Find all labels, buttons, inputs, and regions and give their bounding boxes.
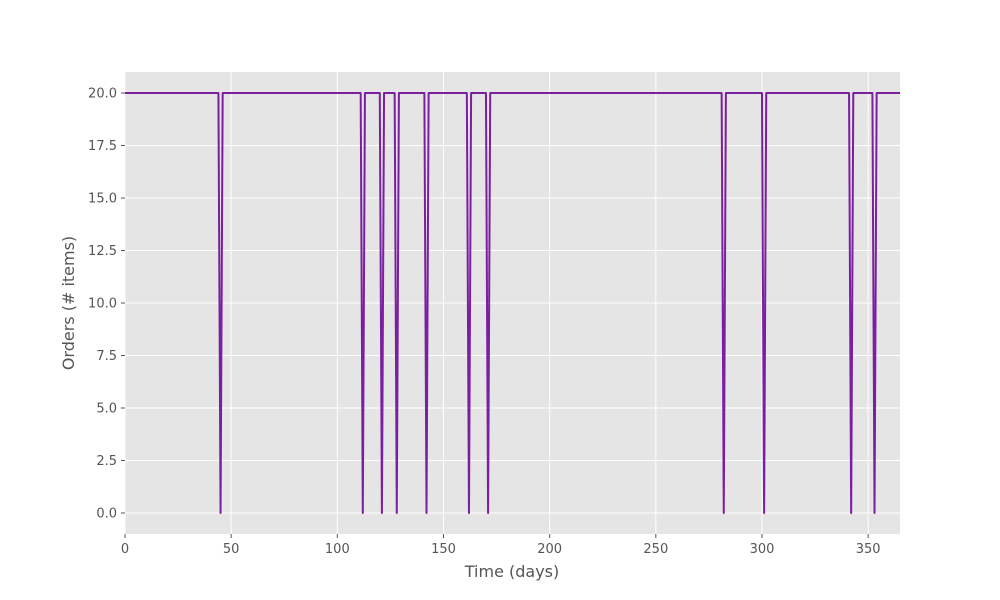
y-axis-label: Orders (# items) [59,236,78,370]
x-tick-label: 50 [223,542,240,557]
grid-lines [124,72,900,534]
x-tick-label: 100 [325,542,350,557]
x-tick-label: 250 [643,542,668,557]
y-tick-label: 7.5 [96,349,117,364]
y-tick-label: 17.5 [88,139,117,154]
series-layer [125,92,900,514]
y-tick-label: 5.0 [96,402,117,417]
y-tick-label: 2.5 [96,454,117,469]
x-tick-label: 350 [856,542,881,557]
x-axis-ticks: 0 50 100 150 200 250 300 350 [121,534,881,557]
y-tick-label: 10.0 [88,297,117,312]
y-tick-label: 0.0 [96,507,117,522]
series-line [125,92,900,514]
x-tick-label: 0 [121,542,129,557]
x-tick-label: 150 [431,542,456,557]
y-tick-label: 12.5 [88,244,117,259]
y-tick-label: 20.0 [88,87,117,102]
y-tick-label: 15.0 [88,192,117,207]
x-tick-label: 300 [750,542,775,557]
x-tick-label: 200 [537,542,562,557]
x-axis-label: Time (days) [464,562,560,581]
y-axis-ticks: 0.0 2.5 5.0 7.5 10.0 12.5 15.0 17.5 20.0 [88,87,125,522]
